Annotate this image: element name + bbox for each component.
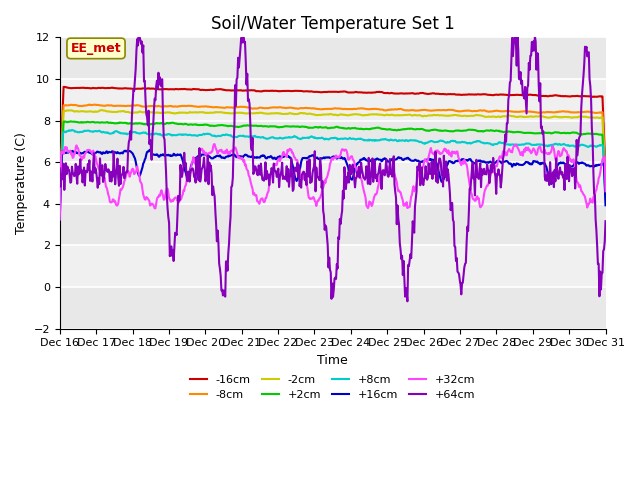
- Bar: [60, 120, 605, 162]
- Bar: [60, 162, 605, 204]
- X-axis label: Time: Time: [317, 354, 348, 367]
- Bar: [60, 204, 605, 245]
- Y-axis label: Temperature (C): Temperature (C): [15, 132, 28, 234]
- Bar: [60, 287, 605, 329]
- Text: EE_met: EE_met: [70, 42, 122, 55]
- Title: Soil/Water Temperature Set 1: Soil/Water Temperature Set 1: [211, 15, 454, 33]
- Bar: [60, 37, 605, 79]
- Bar: [60, 79, 605, 120]
- Legend: -16cm, -8cm, -2cm, +2cm, +8cm, +16cm, +32cm, +64cm: -16cm, -8cm, -2cm, +2cm, +8cm, +16cm, +3…: [186, 370, 479, 405]
- Bar: [60, 245, 605, 287]
